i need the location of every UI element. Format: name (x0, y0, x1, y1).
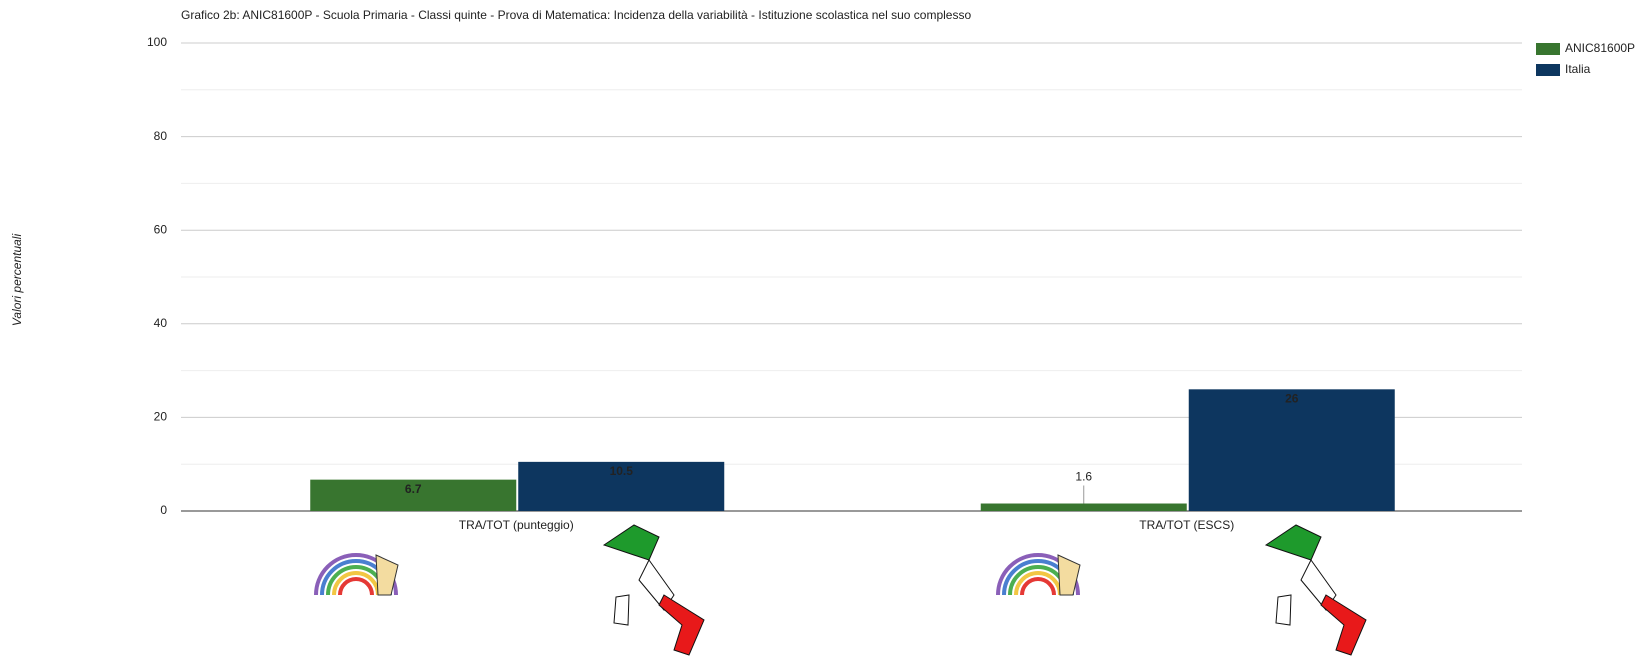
y-tick-label: 20 (154, 410, 168, 424)
y-tick-label: 60 (154, 222, 168, 236)
legend-swatch (1536, 64, 1560, 76)
x-tick-label: TRA/TOT (ESCS) (1139, 518, 1234, 532)
y-tick-label: 80 (154, 129, 168, 143)
legend-label: Italia (1565, 62, 1591, 76)
data-label: 6.7 (405, 482, 422, 496)
y-tick-label: 100 (147, 35, 167, 49)
chart-title: Grafico 2b: ANIC81600P - Scuola Primaria… (181, 8, 971, 22)
bar (980, 503, 1187, 511)
data-label: 26 (1285, 391, 1299, 405)
x-tick-label: TRA/TOT (punteggio) (459, 518, 574, 532)
decorations (314, 524, 1367, 656)
bar (310, 479, 517, 511)
data-label: 1.6 (1075, 470, 1092, 484)
y-tick-label: 40 (154, 316, 168, 330)
legend-swatch (1536, 43, 1560, 55)
y-tick-label: 0 (160, 503, 167, 517)
bar (1188, 389, 1395, 511)
legend-label: ANIC81600P (1565, 41, 1635, 55)
bar (518, 461, 725, 511)
y-axis-label: Valori percentuali (10, 234, 24, 327)
data-label: 10.5 (610, 464, 634, 478)
